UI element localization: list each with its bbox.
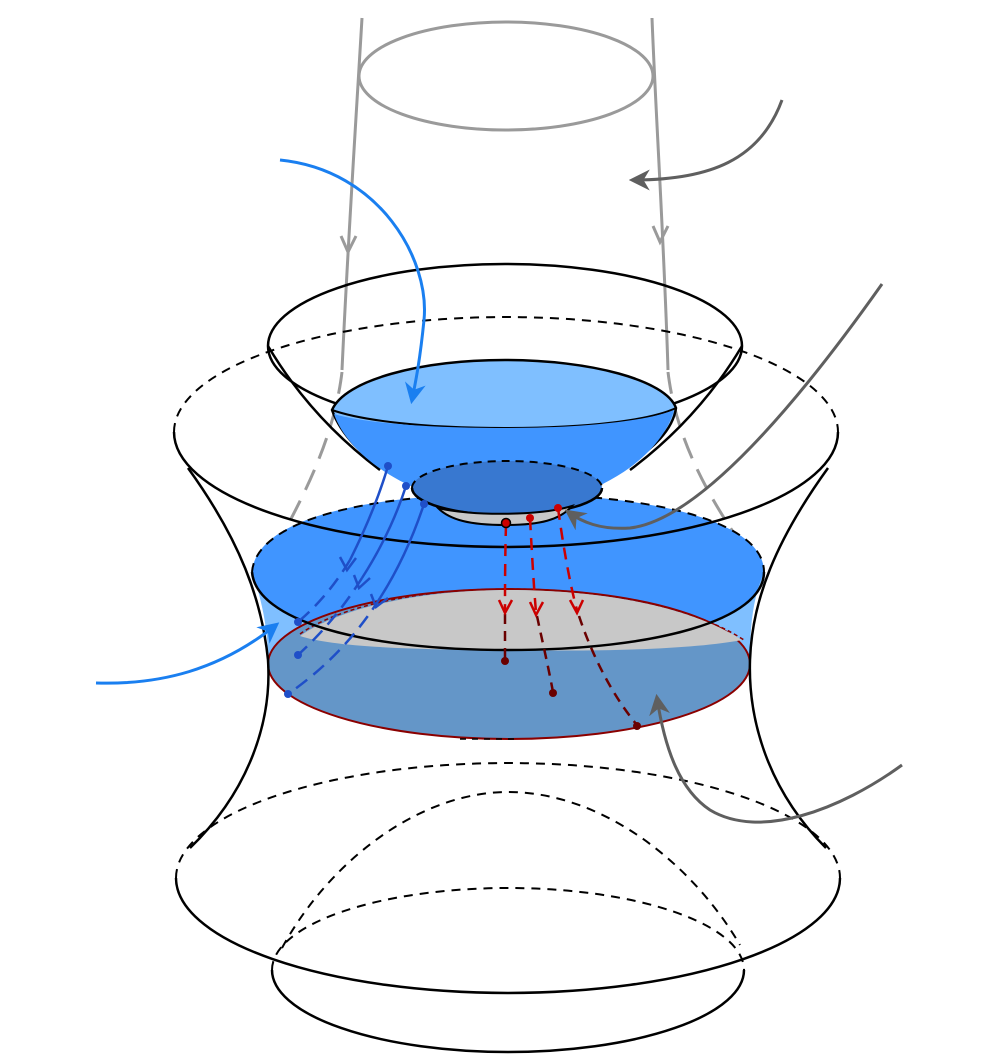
- blue-flow-1-solid: [348, 465, 390, 561]
- red-flow-3-lower: [577, 615, 638, 726]
- blue-pointer-left: [95, 622, 280, 685]
- blue-flow-3-solid: [378, 503, 426, 599]
- red-flow-2: [528, 517, 538, 613]
- red-flow-1: [503, 523, 508, 611]
- grey-pointer-middle: [564, 283, 884, 531]
- left-silhouette: [186, 467, 270, 849]
- waist-grey-disk: [300, 590, 742, 651]
- blue-dot-3a: [420, 500, 428, 508]
- lower-rim-back: [175, 762, 841, 879]
- inner-floor-back: [271, 887, 745, 971]
- red-arrow-2: [528, 601, 545, 618]
- tube-left-arrowhead: [339, 235, 358, 256]
- bowl-sides: [266, 345, 744, 471]
- waist-upper-disk-back: [251, 492, 765, 573]
- lower-rim-front: [174, 877, 842, 995]
- tube-right-arrowhead: [651, 225, 670, 246]
- red-dot-1b: [501, 657, 509, 665]
- blue-flow-arrow-3: [369, 593, 389, 609]
- tube-right-line: [650, 17, 670, 371]
- blue-flow-3-dash: [287, 597, 382, 696]
- hidden-edges: [173, 316, 841, 971]
- bowl-inner-disk: [412, 461, 602, 515]
- red-dot-3b: [633, 722, 641, 730]
- bowl-back-rim: [266, 262, 744, 347]
- blue-dot-3b: [284, 690, 292, 698]
- waist-layers: [250, 492, 766, 740]
- red-flow-dots: [500, 504, 641, 730]
- right-silhouette: [748, 467, 830, 849]
- blue-dot-1b: [294, 618, 302, 626]
- grey-pointer-bottom: [649, 693, 903, 824]
- red-dot-2b: [549, 689, 557, 697]
- blue-flow-dots: [284, 462, 428, 698]
- inner-dome: [281, 790, 741, 949]
- waist-grey-disk-rim: [299, 588, 745, 641]
- hyperboloid-outline: [172, 431, 842, 1054]
- red-dot-1a: [500, 517, 512, 529]
- upper-rim-back: [173, 316, 839, 433]
- red-arrow-1: [497, 599, 514, 616]
- bowl-tip: [434, 504, 576, 527]
- red-flow-2-lower: [535, 615, 555, 693]
- blue-pointer-top: [279, 158, 426, 405]
- bowl-inner-disk-back: [411, 460, 603, 489]
- blue-flow-arrow-2: [352, 574, 371, 591]
- red-flow-lines: [497, 507, 638, 726]
- blue-dot-2b: [294, 651, 302, 659]
- blue-flow-lines: [287, 465, 426, 696]
- red-dot-3a: [554, 504, 562, 512]
- blue-dot-1a: [384, 462, 392, 470]
- grey-pointer-top: [628, 99, 784, 191]
- blue-flow-arrow-1: [338, 556, 357, 573]
- red-arrow-3: [568, 599, 585, 616]
- blue-flow-2-dash: [297, 577, 364, 656]
- pointer-arrows: [95, 99, 903, 824]
- blue-dot-2a: [402, 482, 410, 490]
- blue-flow-2-solid: [360, 485, 408, 579]
- inner-floor-front: [270, 969, 746, 1054]
- red-dot-2a: [526, 514, 534, 522]
- top-bowl: [266, 262, 744, 527]
- tube-top-ellipse: [357, 20, 655, 132]
- waist-upper-disk-front: [250, 571, 766, 652]
- tube-left-line: [340, 17, 364, 371]
